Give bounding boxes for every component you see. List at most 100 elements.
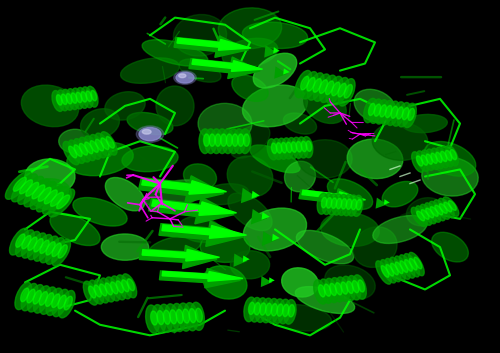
Ellipse shape <box>320 213 380 246</box>
Ellipse shape <box>218 8 282 49</box>
Ellipse shape <box>106 137 114 148</box>
Ellipse shape <box>391 106 398 118</box>
Ellipse shape <box>416 151 430 172</box>
Ellipse shape <box>292 142 296 152</box>
Ellipse shape <box>268 304 332 331</box>
Ellipse shape <box>402 108 409 120</box>
Ellipse shape <box>416 206 432 225</box>
Ellipse shape <box>266 303 272 316</box>
Ellipse shape <box>298 140 352 178</box>
Ellipse shape <box>332 198 336 209</box>
Ellipse shape <box>358 280 364 292</box>
Ellipse shape <box>416 211 424 221</box>
Ellipse shape <box>297 137 308 158</box>
Ellipse shape <box>254 53 296 88</box>
Ellipse shape <box>139 127 161 141</box>
Ellipse shape <box>416 156 423 166</box>
Ellipse shape <box>332 78 349 105</box>
Ellipse shape <box>110 282 118 294</box>
Ellipse shape <box>15 282 32 310</box>
Ellipse shape <box>430 201 445 221</box>
FancyArrow shape <box>162 271 243 281</box>
Ellipse shape <box>222 129 234 154</box>
Ellipse shape <box>426 154 432 164</box>
Ellipse shape <box>34 234 52 261</box>
Ellipse shape <box>342 198 346 209</box>
Ellipse shape <box>178 303 192 331</box>
Ellipse shape <box>336 277 349 301</box>
Ellipse shape <box>204 129 216 154</box>
Ellipse shape <box>338 83 346 97</box>
Ellipse shape <box>40 236 58 263</box>
Ellipse shape <box>338 79 355 106</box>
Ellipse shape <box>426 208 434 218</box>
Ellipse shape <box>40 240 49 253</box>
Ellipse shape <box>52 243 62 257</box>
Ellipse shape <box>306 141 312 151</box>
Ellipse shape <box>111 276 126 300</box>
Ellipse shape <box>34 239 43 252</box>
Ellipse shape <box>434 200 450 219</box>
Ellipse shape <box>330 283 336 295</box>
Ellipse shape <box>22 235 31 249</box>
FancyArrow shape <box>162 225 246 238</box>
Ellipse shape <box>376 261 392 284</box>
Ellipse shape <box>440 204 448 213</box>
Ellipse shape <box>6 171 32 199</box>
Ellipse shape <box>226 134 232 146</box>
Ellipse shape <box>398 102 410 127</box>
Ellipse shape <box>288 305 294 317</box>
Ellipse shape <box>200 232 250 262</box>
FancyArrow shape <box>160 269 240 288</box>
Ellipse shape <box>58 245 68 258</box>
Ellipse shape <box>430 207 438 216</box>
Ellipse shape <box>284 113 316 134</box>
Ellipse shape <box>411 207 427 227</box>
Ellipse shape <box>380 259 396 283</box>
Ellipse shape <box>20 288 29 302</box>
Ellipse shape <box>209 134 215 146</box>
Ellipse shape <box>353 275 366 299</box>
Ellipse shape <box>412 152 424 172</box>
Ellipse shape <box>302 141 306 152</box>
Ellipse shape <box>320 279 332 303</box>
Ellipse shape <box>204 134 210 146</box>
Ellipse shape <box>436 152 442 162</box>
Ellipse shape <box>410 258 417 270</box>
Ellipse shape <box>116 281 124 293</box>
Ellipse shape <box>380 105 386 117</box>
Ellipse shape <box>256 298 268 322</box>
Ellipse shape <box>446 145 458 166</box>
Ellipse shape <box>88 286 96 298</box>
Ellipse shape <box>347 139 403 179</box>
Ellipse shape <box>100 278 114 302</box>
Ellipse shape <box>332 194 343 215</box>
Ellipse shape <box>426 149 439 169</box>
Ellipse shape <box>228 193 272 231</box>
Ellipse shape <box>408 108 414 120</box>
Ellipse shape <box>314 74 330 101</box>
Ellipse shape <box>443 197 459 216</box>
Ellipse shape <box>91 90 96 101</box>
Ellipse shape <box>403 103 416 127</box>
Ellipse shape <box>277 304 283 316</box>
Ellipse shape <box>296 287 354 313</box>
Ellipse shape <box>284 161 316 192</box>
Ellipse shape <box>178 74 186 78</box>
Ellipse shape <box>431 153 438 163</box>
Ellipse shape <box>174 71 196 84</box>
Ellipse shape <box>66 89 78 109</box>
Ellipse shape <box>282 142 286 153</box>
Ellipse shape <box>244 134 250 146</box>
Ellipse shape <box>373 215 427 244</box>
Ellipse shape <box>296 142 302 152</box>
Ellipse shape <box>444 202 452 212</box>
Ellipse shape <box>431 148 444 169</box>
Ellipse shape <box>122 280 129 292</box>
Ellipse shape <box>157 311 164 325</box>
Ellipse shape <box>326 76 342 104</box>
Ellipse shape <box>105 92 145 120</box>
Ellipse shape <box>66 94 72 104</box>
Ellipse shape <box>352 281 359 293</box>
Ellipse shape <box>100 284 107 296</box>
